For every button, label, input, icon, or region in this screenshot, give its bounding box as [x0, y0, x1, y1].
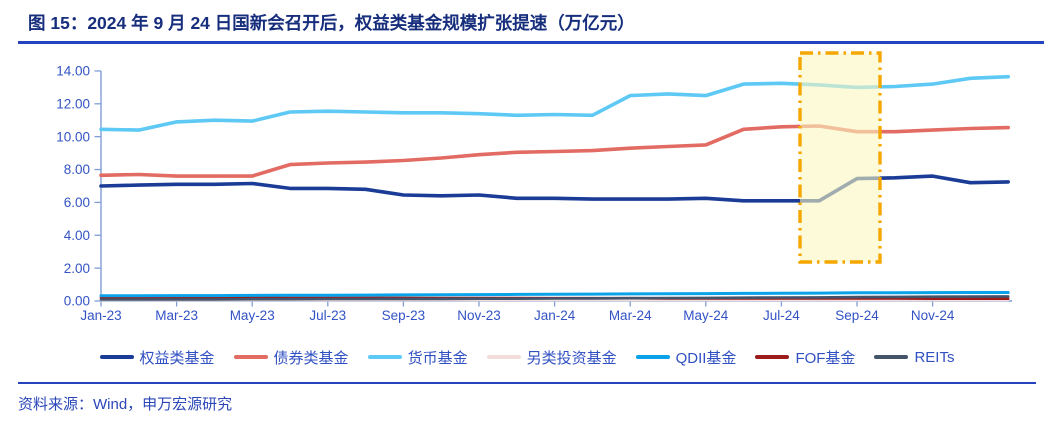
- x-tick-label: Sep-24: [835, 308, 879, 323]
- legend-item-债券类基金: 债券类基金: [233, 347, 349, 368]
- y-tick-label: 2.00: [64, 261, 90, 276]
- legend-swatch: [99, 354, 134, 360]
- x-tick-label: Jul-23: [309, 308, 346, 323]
- page-title: 图 15：2024 年 9 月 24 日国新会召开后，权益类基金规模扩张提速（万…: [28, 13, 635, 33]
- legend-item-FOF基金: FOF基金: [755, 347, 855, 368]
- highlight-region-border: [798, 51, 882, 264]
- x-tick-label: Jan-24: [534, 308, 576, 323]
- figure-header: 图 15：2024 年 9 月 24 日国新会召开后，权益类基金规模扩张提速（万…: [18, 0, 1044, 44]
- x-tick-label: Nov-24: [911, 308, 955, 323]
- x-tick-label: Mar-23: [155, 308, 198, 323]
- y-tick-label: 8.00: [64, 162, 90, 177]
- legend-label: 债券类基金: [273, 349, 349, 367]
- source-text: 资料来源：Wind，申万宏源研究: [18, 396, 233, 413]
- legend-item-REITs: REITs: [874, 349, 954, 366]
- legend-swatch: [367, 354, 402, 360]
- chart-legend: 权益类基金 债券类基金 货币基金 另类投资基金 QDII基金 FOF基金 REITs: [0, 344, 1054, 370]
- highlight-region-fill: [800, 53, 880, 262]
- legend-label: 另类投资基金: [526, 349, 617, 367]
- legend-swatch: [755, 354, 790, 360]
- legend-swatch: [233, 354, 268, 360]
- x-tick-label: Jul-24: [763, 308, 800, 323]
- y-tick-label: 6.00: [64, 195, 90, 210]
- series-line-REITs: [99, 295, 1010, 301]
- legend-item-权益类基金: 权益类基金: [99, 347, 215, 368]
- x-tick-label: May-23: [230, 308, 275, 323]
- legend-label: 权益类基金: [139, 349, 215, 367]
- y-tick-label: 4.00: [64, 228, 90, 243]
- legend-label: FOF基金: [795, 349, 856, 367]
- legend-label: QDII基金: [675, 349, 737, 367]
- fund-scale-line-chart: 0.00 2.00 4.00 6.00 8.00 10.00 12.00 14.00 Jan-2…: [56, 51, 1012, 323]
- legend-swatch: [635, 354, 670, 360]
- x-tick-label: Sep-23: [382, 308, 426, 323]
- legend-item-另类投资基金: 另类投资基金: [486, 347, 617, 368]
- legend-label: REITs: [914, 348, 955, 366]
- x-tick-label: Mar-24: [609, 308, 652, 323]
- y-tick-label: 12.00: [56, 97, 90, 112]
- legend-label: 货币基金: [407, 349, 468, 367]
- legend-swatch: [486, 354, 521, 360]
- legend-item-货币基金: 货币基金: [367, 347, 468, 368]
- legend-item-QDII基金: QDII基金: [635, 347, 737, 368]
- x-tick-label: May-24: [683, 308, 729, 323]
- y-tick-label: 0.00: [64, 294, 90, 309]
- series-line-QDII基金: [99, 291, 1010, 298]
- y-tick-label: 10.00: [56, 129, 90, 144]
- y-tick-label: 14.00: [56, 64, 90, 79]
- x-tick-label: Nov-23: [457, 308, 501, 323]
- figure-footer: 资料来源：Wind，申万宏源研究: [18, 382, 1036, 414]
- legend-swatch: [874, 354, 909, 360]
- x-tick-label: Jan-23: [80, 308, 121, 323]
